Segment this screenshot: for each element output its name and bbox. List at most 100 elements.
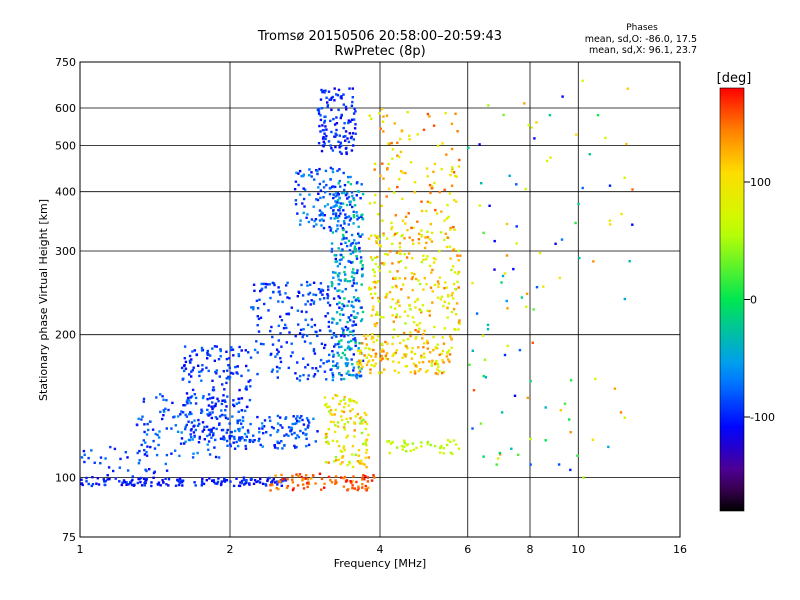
scatter-point	[87, 456, 90, 460]
scatter-point	[354, 341, 357, 344]
scatter-point	[266, 478, 270, 481]
scatter-point	[326, 104, 330, 107]
scatter-point	[341, 227, 344, 230]
scatter-point	[352, 118, 356, 121]
scatter-point	[307, 443, 311, 447]
scatter-point	[146, 445, 149, 448]
scatter-point	[418, 282, 422, 286]
scatter-point	[342, 328, 345, 332]
scatter-point	[201, 396, 205, 400]
scatter-point	[145, 477, 148, 480]
scatter-point	[596, 114, 600, 117]
scatter-point	[309, 303, 312, 306]
scatter-point	[348, 373, 351, 376]
scatter-point	[532, 308, 535, 311]
scatter-point	[450, 310, 454, 314]
scatter-point	[375, 241, 378, 245]
scatter-point	[198, 435, 201, 439]
scatter-point	[397, 299, 400, 302]
scatter-point	[156, 433, 159, 437]
scatter-point	[322, 219, 325, 222]
scatter-point	[407, 212, 410, 215]
scatter-point	[277, 339, 280, 342]
scatter-point	[296, 361, 299, 364]
scatter-point	[125, 483, 128, 486]
scatter-point	[348, 87, 351, 90]
scatter-point	[209, 428, 212, 431]
scatter-point	[216, 482, 219, 485]
scatter-point	[256, 351, 259, 354]
scatter-point	[330, 147, 333, 150]
scatter-point	[391, 262, 394, 265]
scatter-point	[217, 456, 221, 459]
scatter-point	[190, 435, 193, 439]
scatter-point	[301, 294, 305, 297]
scatter-point	[342, 171, 345, 175]
scatter-point	[349, 319, 352, 322]
scatter-point	[318, 182, 322, 186]
scatter-point	[215, 372, 218, 375]
scatter-point	[140, 418, 143, 421]
scatter-point	[184, 413, 187, 417]
scatter-point	[306, 425, 310, 429]
scatter-point	[341, 351, 345, 355]
scatter-point	[352, 198, 356, 202]
scatter-point	[210, 436, 213, 439]
scatter-point	[336, 322, 339, 325]
scatter-point	[533, 137, 536, 140]
scatter-point	[623, 176, 626, 179]
scatter-point	[344, 348, 347, 352]
scatter-point	[452, 171, 456, 174]
scatter-point	[452, 297, 455, 300]
scatter-point	[311, 367, 314, 370]
scatter-point	[524, 187, 527, 191]
scatter-point	[334, 214, 338, 217]
scatter-point	[183, 442, 186, 445]
scatter-point	[219, 355, 222, 358]
scatter-point	[338, 209, 342, 212]
scatter-point	[218, 423, 221, 426]
y-tick-label: 200	[55, 329, 76, 342]
scatter-point	[414, 337, 417, 340]
scatter-point	[200, 482, 204, 485]
scatter-point	[403, 237, 406, 240]
scatter-point	[357, 371, 361, 374]
scatter-point	[505, 299, 508, 303]
scatter-point	[212, 388, 216, 392]
scatter-point	[404, 266, 407, 269]
scatter-point	[164, 462, 167, 466]
scatter-point	[334, 408, 337, 412]
scatter-point	[318, 214, 321, 217]
scatter-point	[223, 399, 226, 402]
scatter-point	[123, 480, 126, 484]
scatter-point	[421, 304, 425, 307]
x-axis-label: Frequency [MHz]	[334, 557, 426, 570]
scatter-point	[395, 286, 398, 289]
scatter-point	[206, 398, 209, 401]
scatter-point	[438, 249, 441, 253]
scatter-point	[208, 397, 212, 400]
scatter-point	[338, 134, 341, 137]
scatter-point	[352, 112, 356, 115]
scatter-point	[367, 353, 370, 356]
scatter-point	[276, 422, 280, 425]
scatter-point	[430, 240, 434, 243]
scatter-point	[339, 185, 342, 188]
scatter-point	[396, 231, 399, 235]
scatter-point	[410, 272, 413, 275]
scatter-point	[228, 377, 231, 381]
scatter-point	[342, 93, 345, 96]
scatter-point	[505, 222, 509, 226]
scatter-point	[225, 405, 228, 408]
scatter-point	[174, 484, 178, 487]
scatter-point	[237, 354, 241, 358]
scatter-point	[401, 356, 404, 359]
scatter-point	[399, 137, 402, 141]
scatter-point	[322, 89, 326, 93]
scatter-point	[323, 370, 327, 373]
scatter-point	[325, 183, 328, 187]
scatter-point	[323, 205, 327, 208]
scatter-point	[304, 433, 307, 437]
scatter-point	[336, 362, 339, 365]
scatter-point	[206, 434, 209, 438]
